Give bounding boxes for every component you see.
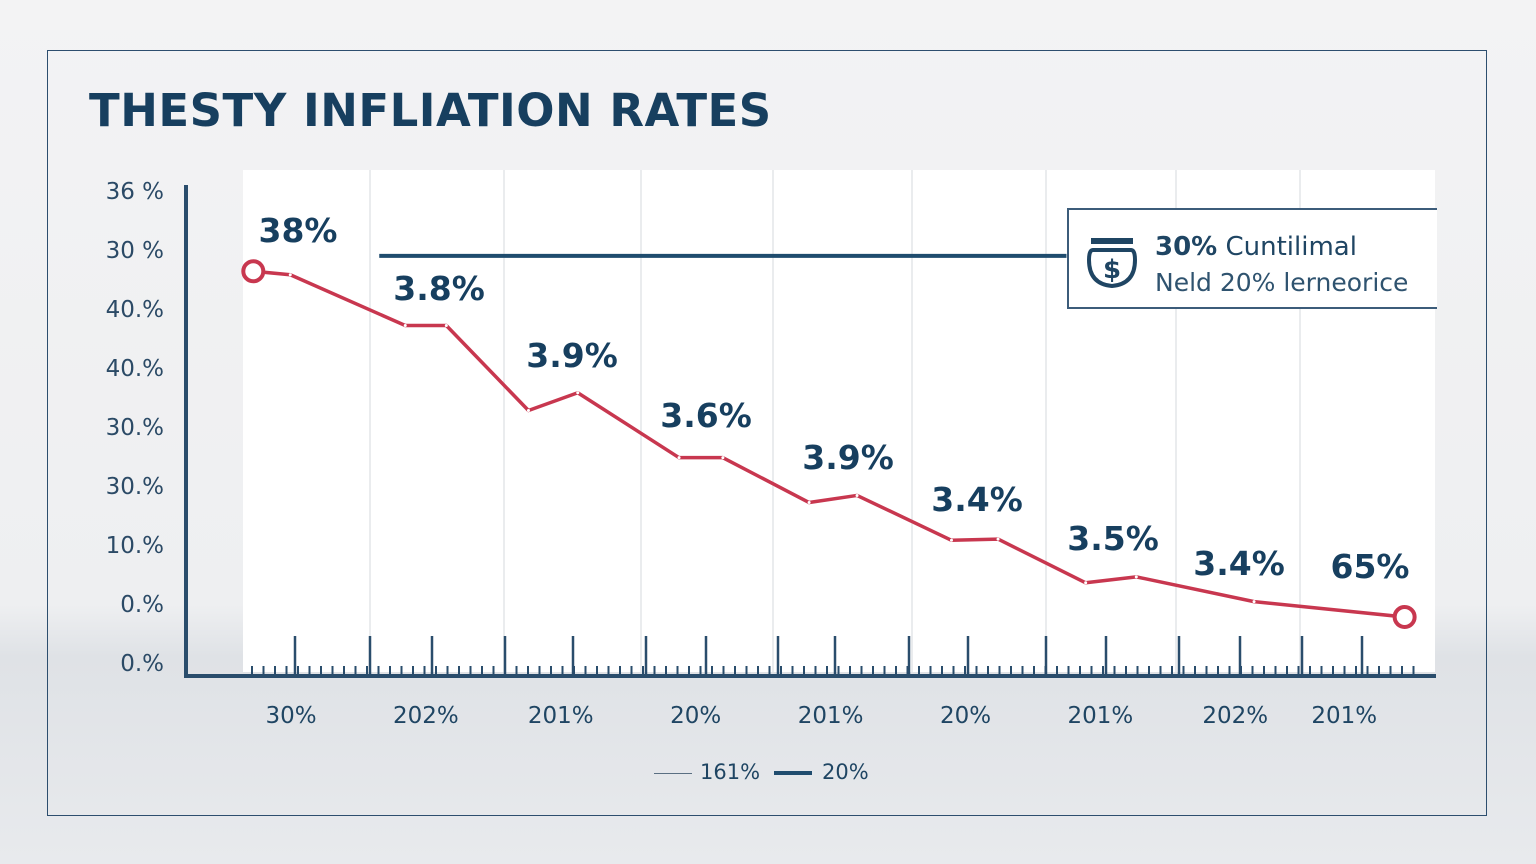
data-point (1084, 581, 1088, 585)
y-tick-label: 36 % (106, 179, 164, 205)
data-point (677, 456, 681, 460)
legend-label: 20% (822, 760, 869, 784)
data-point (288, 273, 292, 277)
data-label: 3.4% (1193, 544, 1285, 583)
y-tick-label: 40.% (106, 297, 164, 323)
legend-entry-2: 20% (774, 760, 869, 784)
chart-frame (47, 50, 1487, 816)
y-tick-label: 30.% (106, 415, 164, 441)
chart-title: THESTY INFLIATION RATES (89, 84, 772, 137)
data-point (721, 456, 725, 460)
data-point (1252, 600, 1256, 604)
x-tick-label: 202% (393, 703, 459, 729)
data-point (1392, 604, 1417, 629)
data-point (576, 391, 580, 395)
data-point (949, 538, 953, 542)
legend-swatch-thin (654, 772, 692, 774)
data-label: 3.6% (660, 396, 752, 435)
y-tick-label: 0.% (120, 592, 164, 618)
data-label: 3.4% (931, 480, 1023, 519)
callout-value: 30% (1155, 232, 1218, 262)
dollar-shield-icon: $ (1087, 238, 1137, 289)
legend-swatch-thick (774, 771, 812, 775)
x-tick-label: 20% (940, 703, 991, 729)
x-tick-label: 201% (1311, 703, 1377, 729)
y-tick-label: 0.% (120, 651, 164, 677)
x-tick-label: 30% (265, 703, 316, 729)
svg-text:$: $ (1103, 255, 1121, 285)
legend-label: 161% (700, 760, 761, 784)
data-label: 65% (1331, 547, 1410, 586)
callout-label: Cuntilimal (1225, 232, 1357, 262)
data-label: 3.5% (1067, 519, 1159, 558)
callout-line-1: 30% Cuntilimal (1155, 232, 1357, 262)
y-tick-label: 30.% (106, 474, 164, 500)
y-tick-label: 30 % (106, 238, 164, 264)
y-tick-label: 10.% (106, 533, 164, 559)
x-tick-label: 20% (670, 703, 721, 729)
data-point (241, 259, 266, 284)
x-tick-label: 201% (1068, 703, 1134, 729)
data-point (1134, 575, 1138, 579)
data-point (855, 493, 859, 497)
x-tick-label: 201% (528, 703, 594, 729)
series-line (253, 269, 1405, 619)
data-label: 38% (259, 211, 338, 250)
data-point (807, 501, 811, 505)
data-point (526, 408, 530, 412)
data-point (996, 537, 1000, 541)
data-point (444, 324, 448, 328)
data-label: 3.8% (393, 269, 485, 308)
x-tick-label: 201% (798, 703, 864, 729)
data-label: 3.9% (802, 438, 894, 477)
legend-entry-1: 161% (654, 760, 760, 784)
x-tick-label: 202% (1202, 703, 1268, 729)
data-point (403, 324, 407, 328)
y-tick-label: 40.% (106, 356, 164, 382)
data-label: 3.9% (526, 336, 618, 375)
callout-box: $ 30% Cuntilimal Neld 20% lerneorice (1067, 208, 1437, 309)
callout-line-2: Neld 20% lerneorice (1155, 268, 1409, 297)
